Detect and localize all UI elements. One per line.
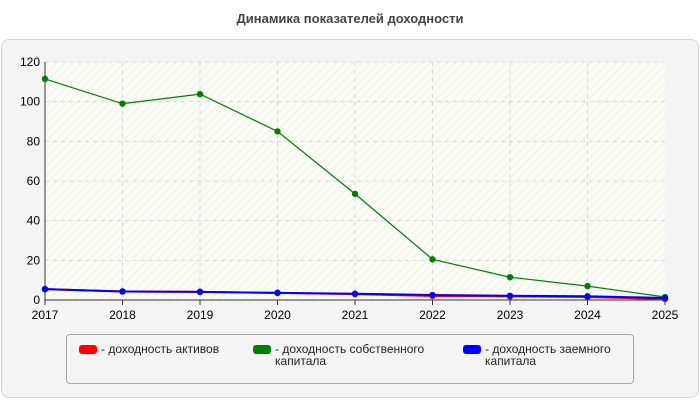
x-tick-label: 2017	[32, 308, 59, 322]
data-point-debt	[661, 294, 669, 302]
data-point-equity	[351, 190, 359, 198]
legend-label-equity: - доходность собственного капитала	[275, 342, 425, 368]
data-point-debt	[41, 285, 49, 293]
data-point-debt	[196, 288, 204, 296]
x-tick-label: 2025	[652, 308, 679, 322]
data-point-equity	[196, 90, 204, 98]
legend-swatch-debt	[463, 345, 481, 354]
x-tick-label: 2021	[342, 308, 369, 322]
data-point-equity	[119, 100, 126, 107]
data-point-debt	[429, 291, 436, 299]
data-point-equity	[429, 256, 436, 263]
legend-item-assets: - доходность активов	[79, 343, 219, 355]
legend: - доходность активов - доходность собств…	[66, 334, 634, 384]
data-point-debt	[274, 289, 281, 297]
data-point-equity	[41, 75, 49, 83]
legend-label-assets: - доходность активов	[101, 342, 220, 356]
data-point-equity	[584, 282, 591, 290]
x-tick-label: 2023	[497, 308, 524, 322]
x-tick-label: 2022	[419, 308, 446, 322]
data-point-debt	[351, 290, 359, 297]
data-point-debt	[506, 292, 514, 300]
y-tick-label: 20	[27, 253, 41, 267]
legend-label-debt: - доходность заемного капитала	[485, 342, 611, 368]
legend-swatch-equity	[253, 345, 271, 354]
legend-item-equity: - доходность собственного капитала	[253, 343, 443, 367]
data-point-debt	[584, 293, 591, 300]
data-point-debt	[119, 288, 126, 295]
x-tick-label: 2024	[574, 308, 601, 322]
series-group	[41, 75, 669, 303]
legend-swatch-assets	[79, 345, 97, 354]
legend-item-debt: - доходность заемного капитала	[463, 343, 623, 367]
data-point-equity	[274, 128, 281, 135]
plot-area	[45, 62, 665, 300]
y-tick-label: 100	[20, 95, 40, 109]
chart-title: Динамика показателей доходности	[236, 11, 464, 26]
y-tick-label: 120	[20, 55, 40, 69]
x-tick-label: 2019	[187, 308, 214, 322]
y-tick-label: 40	[27, 214, 41, 228]
y-tick-label: 0	[33, 293, 40, 307]
x-tick-label: 2020	[264, 308, 291, 322]
x-tick-label: 2018	[109, 308, 136, 322]
y-tick-label: 80	[27, 134, 41, 148]
y-tick-label: 60	[27, 174, 41, 188]
axes: 0 20 40 60 80 100 120 2017 2018 2019 2020 2021 2022 2…	[20, 55, 679, 322]
data-point-equity	[506, 273, 514, 281]
